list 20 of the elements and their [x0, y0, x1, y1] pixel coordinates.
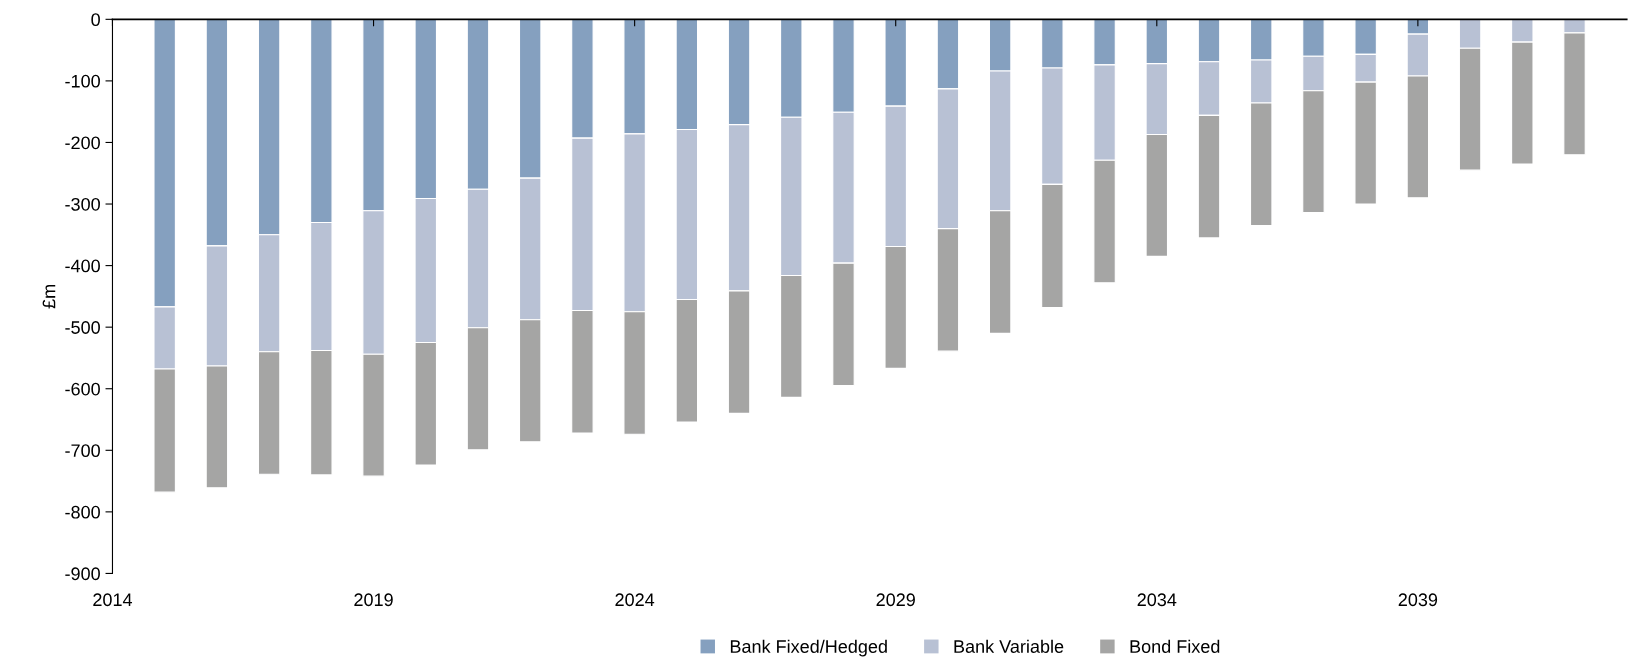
y-tick-label: 0 — [91, 13, 100, 27]
x-tick-label: 2034 — [1137, 593, 1177, 607]
x-tick-label: 2039 — [1398, 593, 1438, 607]
y-tick-label: -600 — [65, 382, 100, 396]
y-tick-label: -200 — [65, 136, 100, 150]
x-tick-label: 2019 — [354, 593, 393, 607]
y-tick-label: -700 — [65, 444, 100, 458]
y-tick-label: -900 — [65, 567, 100, 581]
y-tick-label: -300 — [65, 197, 100, 211]
y-axis-title: £m — [42, 285, 56, 309]
y-tick-label: -400 — [65, 259, 100, 273]
y-tick-label: -800 — [65, 505, 100, 519]
y-tick-label: -100 — [65, 74, 100, 88]
x-tick-label: 2029 — [876, 593, 915, 607]
x-tick-label: 2014 — [93, 593, 133, 607]
legend-label: Bank Variable — [954, 639, 1064, 653]
x-tick-label: 2024 — [615, 593, 655, 607]
legend-label: Bond Fixed — [1130, 639, 1220, 653]
legend-label: Bank Fixed/Hedged — [730, 639, 887, 657]
y-tick-label: -500 — [65, 321, 100, 334]
